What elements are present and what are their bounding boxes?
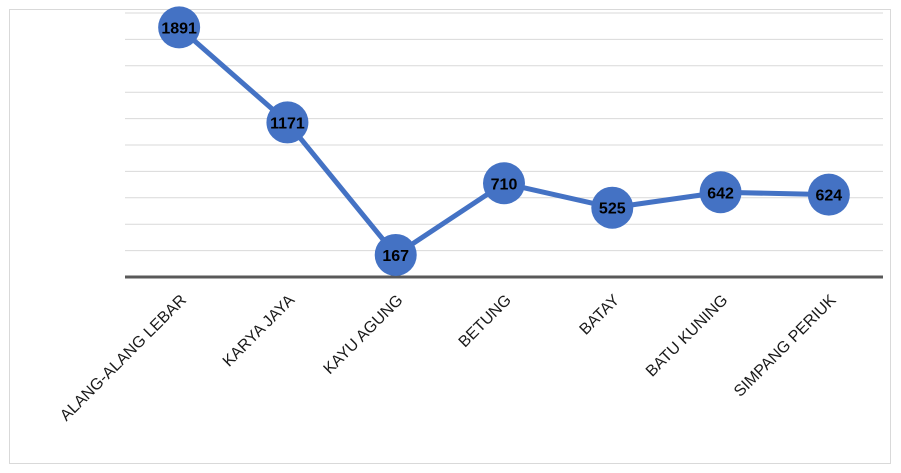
data-point-marker [699, 171, 742, 214]
data-point-marker [591, 186, 634, 229]
category-label: ALANG-ALANG LEBAR [57, 292, 190, 425]
data-label: 1171 [270, 115, 305, 132]
chart-frame [9, 9, 891, 464]
data-labels: 1891 1171 167 710 525 642 624 [161, 20, 842, 265]
data-label: 167 [382, 248, 409, 265]
data-label: 710 [491, 176, 518, 193]
data-point-marker [266, 101, 309, 144]
data-point-marker [374, 233, 417, 276]
category-label: BATAY [577, 292, 624, 339]
data-label: 1891 [161, 20, 197, 37]
data-label: 525 [599, 201, 626, 218]
data-markers [158, 6, 850, 276]
data-point-marker [807, 173, 850, 216]
gridlines [125, 12, 883, 252]
category-label: KAYU AGUNG [321, 292, 407, 378]
category-label: SIMPANG PERIUK [731, 292, 840, 401]
category-label: KARYA JAYA [220, 292, 299, 371]
data-point-marker [158, 6, 201, 49]
category-labels: ALANG-ALANG LEBAR KARYA JAYA KAYU AGUNG BET… [57, 292, 840, 425]
data-label: 642 [707, 185, 734, 202]
category-label: BATU KUNING [643, 292, 731, 380]
data-point-marker [483, 162, 525, 205]
series-line [177, 25, 829, 258]
category-label: BETUNG [456, 292, 515, 351]
data-label: 624 [816, 188, 843, 205]
